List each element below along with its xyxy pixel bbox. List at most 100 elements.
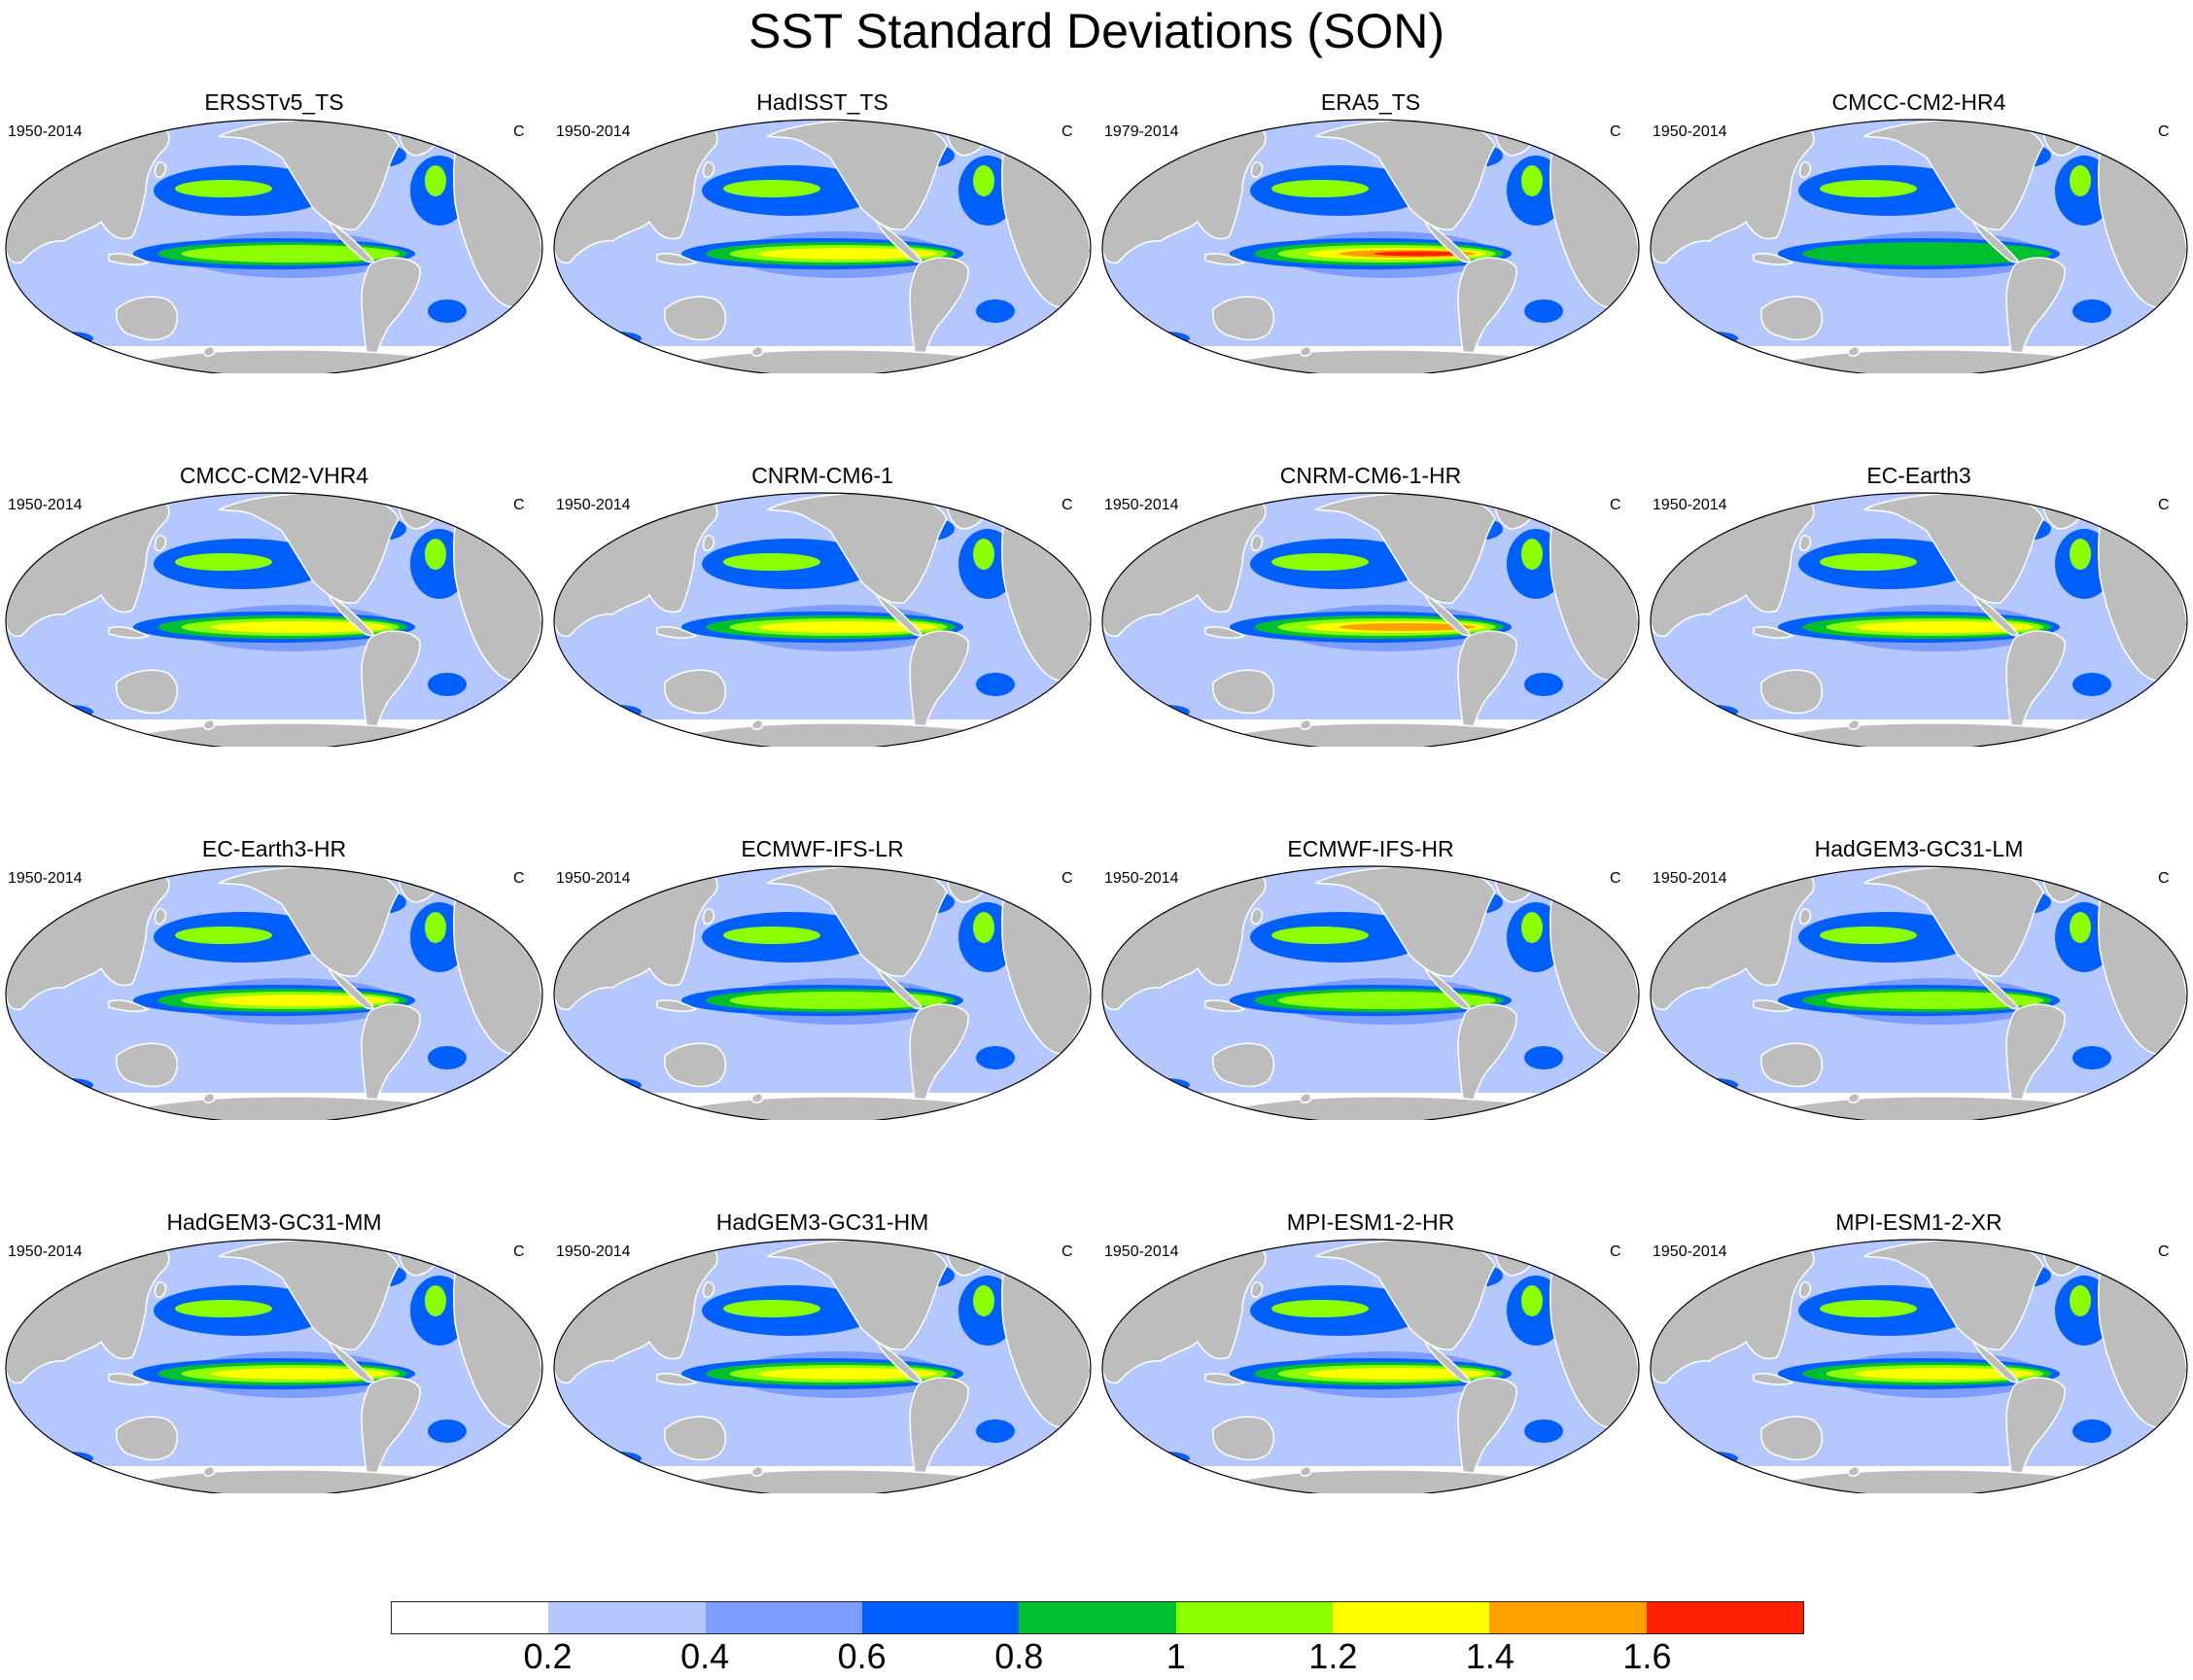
panel-title: HadGEM3-GC31-HM xyxy=(715,1209,929,1235)
southern-indian-patch xyxy=(43,1452,93,1465)
southern-indian-patch xyxy=(43,1078,93,1092)
gulf-stream-core xyxy=(1521,912,1543,943)
panel-unit: C xyxy=(2158,1243,2170,1260)
indonesia-islands xyxy=(656,252,698,265)
indonesia-islands xyxy=(1204,252,1246,265)
new-zealand-landmass xyxy=(1847,345,1861,357)
colorbar-tick-label: 1.4 xyxy=(1465,1636,1514,1676)
panel-title: HadGEM3-GC31-LM xyxy=(1814,836,2024,861)
indonesia-islands xyxy=(656,998,698,1012)
southern-indian-patch xyxy=(591,332,642,345)
madagascar-landmass xyxy=(1619,1066,1628,1083)
colorbar-swatch xyxy=(1646,1602,1803,1633)
mexico-central-america-landmass xyxy=(327,220,375,263)
colorbar-tick-label: 1.6 xyxy=(1622,1636,1672,1676)
colorbar-tick-labels: 0.2 0.4 0.6 0.8 1 1.2 1.4 1.6 xyxy=(391,1637,1804,1676)
japan-islands xyxy=(702,1281,715,1299)
map-outline xyxy=(553,865,1092,1120)
gulf-stream-core xyxy=(2070,539,2091,570)
mexico-central-america-landmass xyxy=(875,1340,923,1383)
panel-period: 1950-2014 xyxy=(1653,123,1727,140)
map-outline xyxy=(553,1239,1092,1493)
new-zealand-landmass xyxy=(750,1465,764,1477)
map-outline xyxy=(5,119,543,373)
sst-std-map xyxy=(1101,492,1640,747)
south-atlantic-patch xyxy=(1524,1046,1563,1069)
southern-indian-patch xyxy=(1688,705,1738,718)
kuroshio-extension-band xyxy=(1271,927,1369,944)
panel-unit: C xyxy=(2158,123,2170,140)
panel-period: 1950-2014 xyxy=(8,1243,83,1260)
new-zealand-landmass xyxy=(202,345,216,357)
enso-tongue-contour xyxy=(210,995,390,1006)
australia-landmass xyxy=(116,1416,179,1461)
south-atlantic-patch xyxy=(976,673,1015,696)
panel-title: CMCC-CM2-HR4 xyxy=(1831,89,2006,115)
australia-landmass xyxy=(1760,1416,1824,1461)
map-panel: CMCC-CM2-HR4 1950-2014 C xyxy=(1645,0,2193,373)
ocean-field xyxy=(1651,120,2187,373)
enso-tongue-contour xyxy=(1855,1368,2035,1380)
mexico-central-america-landmass xyxy=(875,593,923,637)
panel-unit: C xyxy=(513,123,525,140)
mexico-central-america-landmass xyxy=(875,220,923,263)
kuroshio-extension-band xyxy=(1271,180,1369,197)
map-panel: CNRM-CM6-1-HR 1950-2014 C xyxy=(1096,373,1645,747)
colorbar-tick-label: 0.6 xyxy=(837,1636,887,1676)
madagascar-landmass xyxy=(2167,1439,2176,1456)
panel-period: 1950-2014 xyxy=(8,497,83,513)
japan-islands xyxy=(154,161,167,179)
japan-islands xyxy=(1250,908,1264,926)
indonesia-islands xyxy=(1753,252,1794,265)
land-masses xyxy=(6,120,542,373)
map-outline xyxy=(5,492,543,747)
madagascar-landmass xyxy=(1619,319,1628,336)
kuroshio-extension-band xyxy=(723,553,820,571)
gulf-stream-core xyxy=(973,1285,994,1316)
japan-islands xyxy=(1250,1281,1264,1299)
panel-unit: C xyxy=(1610,497,1621,513)
japan-islands xyxy=(154,908,167,926)
south-atlantic-patch xyxy=(2072,673,2111,696)
kuroshio-extension-band xyxy=(175,553,272,571)
enso-tongue-contour xyxy=(1277,992,1496,1009)
map-outline xyxy=(1650,1239,2188,1493)
ocean-field xyxy=(6,120,542,373)
panel-title: HadGEM3-GC31-MM xyxy=(166,1209,382,1235)
sst-std-map xyxy=(553,492,1092,747)
south-atlantic-patch xyxy=(2072,1046,2111,1069)
japan-islands xyxy=(1250,535,1264,552)
colorbar-swatch xyxy=(1175,1602,1333,1633)
madagascar-landmass xyxy=(522,1066,532,1083)
colorbar-tick-label: 1.2 xyxy=(1308,1636,1358,1676)
map-outline xyxy=(1650,492,2188,747)
southern-indian-patch xyxy=(43,332,93,345)
land-masses xyxy=(6,1240,542,1493)
figure-title: SST Standard Deviations (SON) xyxy=(748,4,1445,58)
panel-unit: C xyxy=(1062,1243,1073,1260)
kuroshio-extension-band xyxy=(1271,553,1369,571)
map-outline xyxy=(553,492,1092,747)
colorbar-tick-label: 0.4 xyxy=(680,1636,730,1676)
land-masses xyxy=(1651,120,2187,373)
panel-period: 1950-2014 xyxy=(1104,1243,1179,1260)
indonesia-islands xyxy=(1753,1372,1794,1385)
sst-std-map xyxy=(553,865,1092,1120)
australia-landmass xyxy=(1212,1416,1275,1461)
kuroshio-extension-band xyxy=(723,927,820,944)
map-panel: HadGEM3-GC31-MM 1950-2014 C xyxy=(0,1120,548,1493)
australia-landmass xyxy=(116,1042,179,1088)
australia-landmass xyxy=(664,1042,727,1088)
panel-unit: C xyxy=(513,1243,525,1260)
indonesia-islands xyxy=(108,625,150,639)
enso-tongue-contour xyxy=(210,621,390,633)
japan-islands xyxy=(1798,1281,1812,1299)
mexico-central-america-landmass xyxy=(1971,593,2020,637)
panel-title: MPI-ESM1-2-XR xyxy=(1835,1209,2002,1235)
southern-indian-patch xyxy=(591,705,642,718)
southern-indian-patch xyxy=(1688,1452,1738,1465)
south-atlantic-patch xyxy=(1524,299,1563,323)
panel-period: 1950-2014 xyxy=(556,497,631,513)
map-outline xyxy=(1650,865,2188,1120)
australia-landmass xyxy=(1760,1042,1824,1088)
